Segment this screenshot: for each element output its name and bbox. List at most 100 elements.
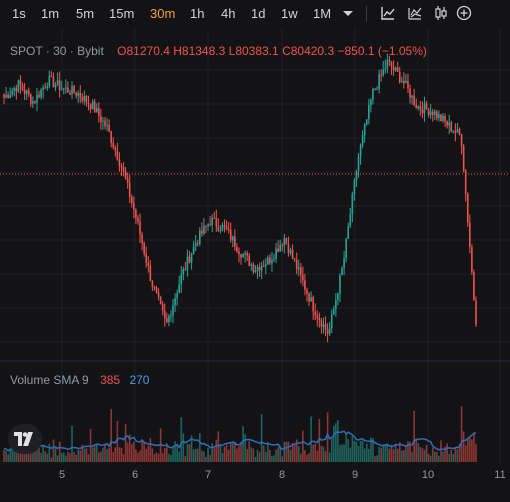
volume-bar <box>324 451 327 462</box>
candle-body <box>398 71 401 83</box>
candle-body <box>217 226 220 231</box>
volume-bar <box>227 449 230 462</box>
timeframe-5m[interactable]: 5m <box>76 6 95 21</box>
timeframe-1w[interactable]: 1w <box>281 6 298 21</box>
volume-bar <box>223 446 226 462</box>
timeframe-1m[interactable]: 1m <box>41 6 60 21</box>
volume-bar <box>417 443 420 462</box>
volume-bar <box>376 455 378 462</box>
timeframe-4h[interactable]: 4h <box>221 6 236 21</box>
candle-body <box>330 314 333 329</box>
tradingview-logo[interactable] <box>8 424 42 454</box>
ohlc-legend: SPOT · 30 · Bybit O81270.4 H81348.3 L803… <box>10 44 427 58</box>
volume-bar <box>353 440 356 462</box>
add-icon[interactable] <box>456 5 472 21</box>
volume-bar <box>415 438 418 462</box>
volume-bar <box>368 448 370 462</box>
volume-bar <box>196 448 199 462</box>
volume-bar <box>139 450 141 462</box>
candle-body <box>460 134 463 146</box>
volume-bar <box>382 445 385 462</box>
volume-bar <box>238 446 240 462</box>
volume-bar <box>462 431 465 462</box>
timeframe-1s[interactable]: 1s <box>12 6 26 21</box>
candle-body <box>363 124 366 135</box>
volume-bar <box>48 443 51 462</box>
timeframe-1M[interactable]: 1M <box>313 6 332 21</box>
chevron-down-icon[interactable] <box>340 5 356 21</box>
candle-body <box>295 259 298 270</box>
candle-body <box>361 134 364 146</box>
time-axis[interactable]: 5 6 7 8 9 10 11 <box>0 464 510 502</box>
volume-bar <box>300 453 302 462</box>
volume-bar <box>341 444 343 462</box>
volume-bar <box>330 437 333 462</box>
time-label: 6 <box>131 469 139 481</box>
volume-bar <box>316 450 319 462</box>
volume-bar <box>79 450 82 462</box>
volume-bar <box>44 451 47 462</box>
volume-bar <box>231 442 234 462</box>
candle-body <box>67 87 69 93</box>
compare-icon[interactable] <box>407 5 423 21</box>
volume-bar <box>291 442 294 462</box>
candle-body <box>149 265 152 281</box>
volume-bar <box>473 432 475 462</box>
volume-bar <box>120 447 123 462</box>
timeframe-1d[interactable]: 1d <box>251 6 266 21</box>
candle-body <box>221 224 224 231</box>
candle-body <box>145 253 148 263</box>
time-label: 7 <box>204 469 212 481</box>
candle-body <box>446 121 448 126</box>
volume-bar <box>174 441 176 462</box>
candle-style-icon[interactable] <box>433 5 449 21</box>
volume-bar <box>289 449 292 462</box>
volume-bar <box>188 444 191 462</box>
volume-bar <box>285 441 288 462</box>
volume-bar <box>52 439 55 462</box>
candle-body <box>147 262 150 266</box>
volume-bar <box>444 446 446 462</box>
volume-bar <box>73 452 75 462</box>
volume-bar <box>168 453 170 462</box>
timeframe-1h[interactable]: 1h <box>190 6 205 21</box>
volume-bar <box>19 451 22 462</box>
candle-body <box>110 131 112 143</box>
low-value: 80383.1 <box>235 44 279 58</box>
volume-bar <box>91 447 94 462</box>
volume-bar <box>458 444 461 462</box>
volume-bar <box>145 448 148 462</box>
volume-bar <box>398 442 401 462</box>
volume-bar <box>273 455 275 462</box>
symbol-label: SPOT · 30 · Bybit <box>10 44 104 58</box>
volume-bar <box>199 433 201 462</box>
candle-body <box>143 243 145 254</box>
volume-bar <box>32 448 34 462</box>
volume-bar <box>413 410 415 462</box>
candle-body <box>382 69 385 75</box>
candle-body <box>27 90 30 95</box>
candle-body <box>469 222 471 248</box>
candle-body <box>215 217 218 227</box>
volume-bar <box>56 455 59 462</box>
indicator-icon[interactable] <box>380 5 396 21</box>
volume-bar <box>108 448 110 462</box>
volume-bar <box>440 440 442 462</box>
volume-bar <box>388 448 391 462</box>
volume-legend[interactable]: Volume SMA 9 385 270 <box>10 373 149 387</box>
candle-body <box>29 94 32 104</box>
volume-bar <box>98 452 100 462</box>
timeframe-15m[interactable]: 15m <box>109 6 135 21</box>
candle-body <box>106 124 108 126</box>
timeframe-30m[interactable]: 30m <box>150 6 176 21</box>
volume-bar <box>297 446 300 462</box>
volume-bar <box>9 448 11 462</box>
candle-body <box>155 287 158 293</box>
volume-bar <box>102 447 104 462</box>
volume-bar <box>448 454 451 462</box>
candle-body <box>314 311 317 316</box>
price-chart[interactable] <box>0 28 510 464</box>
candle-body <box>264 264 267 267</box>
volume-bar <box>13 444 16 462</box>
candle-body <box>124 171 127 179</box>
